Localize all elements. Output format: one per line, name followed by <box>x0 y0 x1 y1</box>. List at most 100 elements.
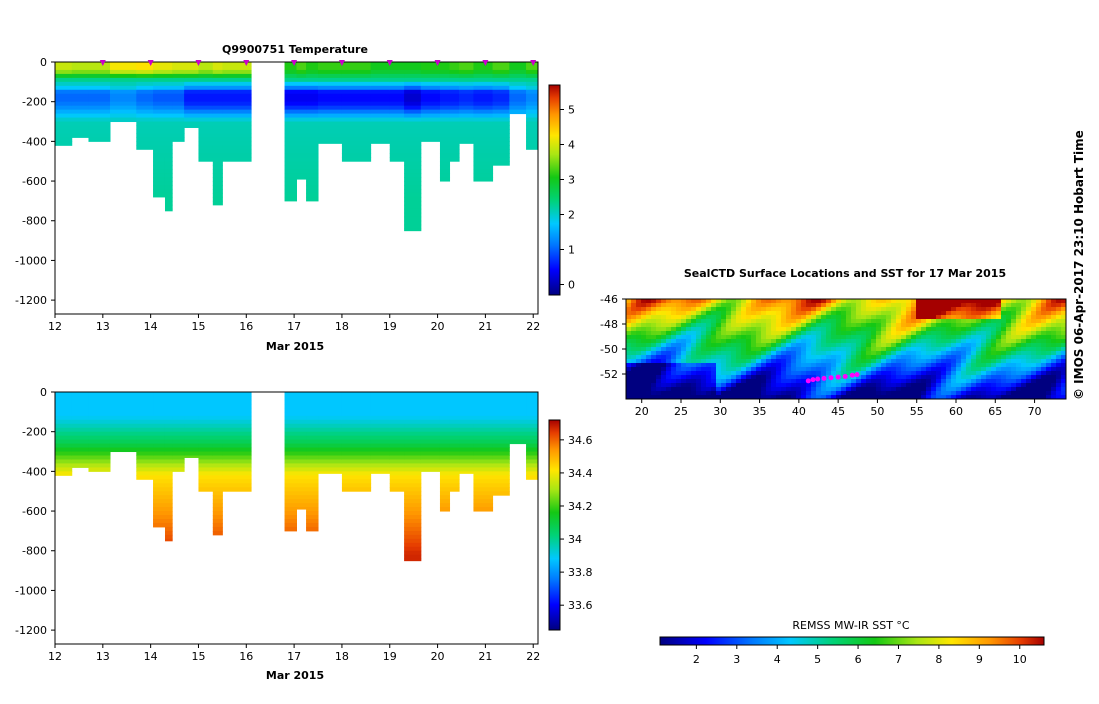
profile-cell <box>389 133 405 138</box>
sst-cell <box>626 335 632 340</box>
profile-cell <box>212 161 223 166</box>
profile-cell <box>306 403 319 409</box>
profile-cell <box>212 192 223 198</box>
profile-cell <box>136 392 154 397</box>
sst-cell <box>1061 311 1067 316</box>
sst-cell <box>1051 395 1057 400</box>
profile-cell <box>164 145 173 150</box>
sst-cell <box>731 367 737 372</box>
sst-cell <box>731 315 737 320</box>
sst-cell <box>686 315 692 320</box>
sst-cell <box>1056 343 1062 348</box>
sst-cell <box>691 395 697 400</box>
sst-cell <box>641 351 647 356</box>
sst-cell <box>981 311 987 316</box>
sst-cell <box>801 323 807 328</box>
profile-cell <box>296 431 307 437</box>
profile-cell <box>55 455 73 460</box>
sst-cell <box>656 335 662 340</box>
sst-cell <box>806 331 812 336</box>
sst-cell <box>896 303 902 308</box>
profile-cell <box>370 423 391 429</box>
sst-cell <box>631 355 637 360</box>
profile-cell <box>404 165 422 170</box>
profile-cell <box>153 511 166 516</box>
sst-cell <box>741 363 747 368</box>
sst-cell <box>711 355 717 360</box>
profile-cell <box>71 431 89 437</box>
sst-map-panel: SealCTD Surface Locations and SST for 17… <box>600 267 1067 666</box>
profile-cell <box>306 443 319 449</box>
profile-cell <box>172 101 185 107</box>
sst-cell <box>776 379 782 384</box>
plot-frame <box>54 391 539 645</box>
sst-cell <box>1006 339 1012 344</box>
profile-cell <box>306 499 319 504</box>
sst-cell <box>786 327 792 332</box>
profile-cell <box>284 407 297 413</box>
sst-cell <box>1046 363 1052 368</box>
profile-cell <box>341 395 372 401</box>
map-x-tick-label: 25 <box>674 405 688 418</box>
profile-cell <box>306 522 319 528</box>
sst-cell <box>626 319 632 324</box>
sst-cell <box>1016 339 1022 344</box>
profile-cell <box>284 526 297 532</box>
sst-cell <box>891 299 897 304</box>
sst-cell <box>1051 327 1057 332</box>
sst-cell <box>991 395 997 400</box>
sst-cell <box>626 367 632 372</box>
profile-cell <box>526 439 539 445</box>
sst-cell <box>636 347 642 352</box>
sst-cell <box>931 351 937 356</box>
sst-cell <box>1051 359 1057 364</box>
sst-cell <box>786 299 792 304</box>
sst-cell <box>991 347 997 352</box>
sst-cell <box>991 375 997 380</box>
profile-cell <box>198 463 214 468</box>
sst-cell <box>711 395 717 400</box>
sst-cell <box>811 311 817 316</box>
sst-cell <box>941 323 947 328</box>
sst-cell <box>801 339 807 344</box>
profile-cell <box>198 423 214 429</box>
profile-cell <box>404 121 422 126</box>
sst-cell <box>846 343 852 348</box>
profile-cell <box>153 399 166 405</box>
sst-cell <box>896 383 902 388</box>
sst-cell <box>851 395 857 400</box>
profile-cell <box>439 117 451 123</box>
profile-cell <box>341 443 372 449</box>
profile-cell <box>492 73 510 79</box>
sst-cell <box>1021 351 1027 356</box>
profile-cell <box>318 395 343 401</box>
sst-cell <box>781 379 787 384</box>
sst-cell <box>971 395 977 400</box>
profile-cell <box>212 419 223 425</box>
profile-cell <box>318 435 343 441</box>
sst-cell <box>921 355 927 360</box>
profile-cell <box>526 125 539 130</box>
sst-cell <box>1011 371 1017 376</box>
profile-cell <box>306 419 319 425</box>
profile-cell <box>306 491 319 496</box>
profile-cell <box>492 407 510 413</box>
sst-cell <box>986 347 992 352</box>
sst-cell <box>916 371 922 376</box>
profile-cell <box>509 109 527 115</box>
profile-cell <box>449 483 460 488</box>
sst-cell <box>1006 355 1012 360</box>
profile-cell <box>184 431 199 437</box>
sst-cell <box>1041 343 1047 348</box>
profile-cell <box>88 81 111 87</box>
sst-cell <box>931 359 937 364</box>
profile-cell <box>341 411 372 417</box>
profile-cell <box>212 411 223 417</box>
profile-cell <box>473 125 494 130</box>
sst-cell <box>1046 371 1052 376</box>
profile-cell <box>389 65 405 71</box>
profile-cell <box>449 403 460 409</box>
sst-cell <box>1006 335 1012 340</box>
sst-cell <box>796 347 802 352</box>
sst-cell <box>891 319 897 324</box>
